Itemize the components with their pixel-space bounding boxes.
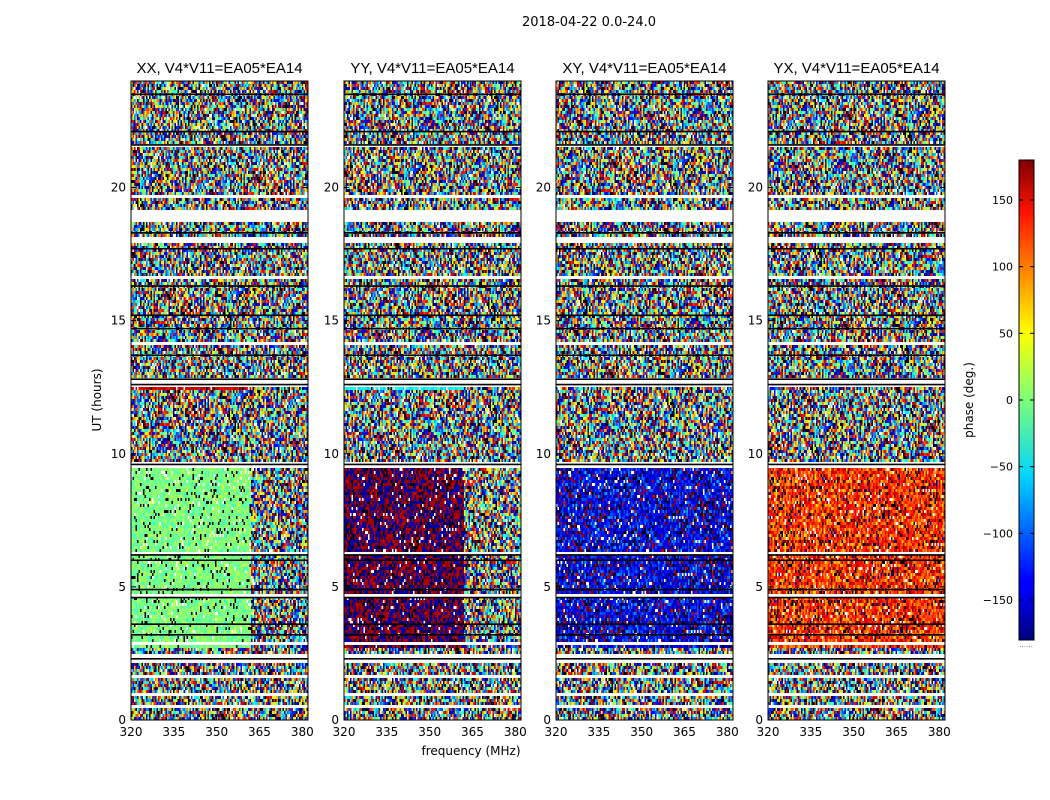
x-tick-label: 365 [673, 725, 696, 739]
x-tick-label: 335 [587, 725, 610, 739]
y-tick-label: 5 [118, 580, 126, 594]
colorbar: 150 100 50 0 −50 −100 −150 phase (deg.) ...... [962, 159, 1035, 649]
colorbar-tick-label: −150 [983, 594, 1013, 607]
colorbar-label: phase (deg.) [962, 362, 976, 438]
colorbar-tick-label: −50 [990, 461, 1013, 474]
y-tick-label: 0 [543, 713, 551, 727]
y-tick-label: 10 [324, 447, 339, 461]
y-tick-label: 0 [118, 713, 126, 727]
panels: XX, V4*V11=EA05*EA14 320 335 350 365 380 0 5 10 1… [111, 60, 951, 739]
heatmap-xy [556, 81, 733, 720]
y-tick-label: 20 [324, 181, 339, 195]
x-tick-label: 320 [333, 725, 356, 739]
x-tick-label: 335 [375, 725, 398, 739]
x-tick-label: 320 [120, 725, 143, 739]
x-tick-label: 335 [162, 725, 185, 739]
x-tick-label: 365 [248, 725, 271, 739]
colorbar-tick-label: 0 [1006, 394, 1013, 407]
panel-title: YX, V4*V11=EA05*EA14 [773, 60, 939, 77]
y-tick-label: 10 [536, 447, 551, 461]
panel-title: YY, V4*V11=EA05*EA14 [350, 60, 514, 77]
panel-xx: XX, V4*V11=EA05*EA14 320 335 350 365 380 0 5 10 1… [111, 60, 314, 739]
figure-title: 2018-04-22 0.0-24.0 [522, 15, 656, 30]
panel-frame [555, 80, 734, 721]
x-tick-label: 350 [205, 725, 228, 739]
colorbar-ticks: 150 100 50 0 −50 −100 −150 [983, 194, 1034, 607]
panel-frame [767, 80, 946, 721]
y-tick-label: 15 [111, 314, 126, 328]
x-tick-label: 320 [545, 725, 568, 739]
y-tick-label: 15 [536, 314, 551, 328]
y-tick-label: 0 [755, 713, 763, 727]
x-tick-label: 365 [885, 725, 908, 739]
y-tick-label: 10 [111, 447, 126, 461]
x-tick-label: 350 [418, 725, 441, 739]
colorbar-caption: ...... [1019, 641, 1032, 649]
heatmap-yy [344, 81, 521, 720]
y-tick-label: 15 [324, 314, 339, 328]
y-tick-label: 20 [536, 181, 551, 195]
panel-title: XY, V4*V11=EA05*EA14 [562, 60, 726, 77]
x-tick-label: 320 [757, 725, 780, 739]
colorbar-tick-label: 50 [999, 327, 1013, 340]
heatmap-xx [131, 81, 308, 720]
panel-yx: YX, V4*V11=EA05*EA14 320 335 350 365 380 0 5 10 1… [748, 60, 951, 739]
y-tick-label: 5 [331, 580, 339, 594]
colorbar-tick-label: 100 [992, 261, 1013, 274]
panel-frame [130, 80, 309, 721]
y-axis-label: UT (hours) [90, 368, 104, 431]
x-tick-label: 380 [504, 725, 527, 739]
y-tick-label: 5 [543, 580, 551, 594]
x-tick-label: 365 [461, 725, 484, 739]
x-tick-label: 380 [291, 725, 314, 739]
x-tick-label: 350 [842, 725, 865, 739]
heatmap-yx [768, 81, 945, 720]
panel-xy: XY, V4*V11=EA05*EA14 320 335 350 365 380 0 5 10 1… [536, 60, 739, 739]
y-tick-label: 20 [111, 181, 126, 195]
colorbar-tick-label: −100 [983, 527, 1013, 540]
y-tick-label: 5 [755, 580, 763, 594]
panel-frame [343, 80, 522, 721]
x-tick-label: 335 [799, 725, 822, 739]
panel-title: XX, V4*V11=EA05*EA14 [136, 60, 302, 77]
y-tick-label: 10 [748, 447, 763, 461]
x-axis-label: frequency (MHz) [421, 744, 520, 758]
y-tick-label: 15 [748, 314, 763, 328]
colorbar-tick-label: 150 [992, 194, 1013, 207]
x-tick-label: 350 [630, 725, 653, 739]
y-tick-label: 20 [748, 181, 763, 195]
panel-yy: YY, V4*V11=EA05*EA14 320 335 350 365 380 0 5 10 1… [324, 60, 527, 739]
y-tick-label: 0 [331, 713, 339, 727]
x-tick-label: 380 [716, 725, 739, 739]
x-tick-label: 380 [928, 725, 951, 739]
